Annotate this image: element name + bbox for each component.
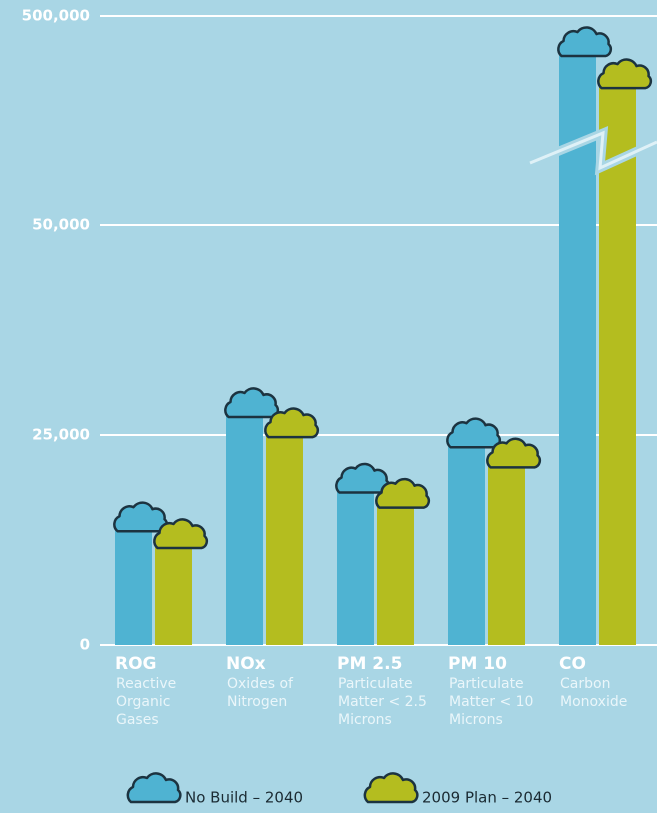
bar	[377, 499, 414, 645]
x-tick-label: NOx	[226, 654, 266, 674]
bar	[226, 408, 263, 645]
x-tick-label: PM 2.5	[337, 654, 402, 674]
cloud-icon	[224, 387, 280, 419]
x-tick-label: CO	[559, 654, 586, 674]
bar	[488, 459, 525, 645]
bar	[266, 429, 303, 645]
category-description: Oxides of	[227, 676, 294, 692]
x-tick-label: PM 10	[448, 654, 507, 674]
category-description: Matter < 2.5	[338, 694, 427, 710]
category-description: Monoxide	[560, 694, 627, 710]
category-description: Nitrogen	[227, 694, 287, 710]
cloud-icon	[113, 501, 169, 533]
category-description: Matter < 10	[449, 694, 533, 710]
cloud-icon	[264, 407, 320, 439]
bar	[448, 439, 485, 645]
category-description: Microns	[449, 712, 503, 728]
cloud-icon	[153, 518, 209, 550]
cloud-icon	[597, 58, 653, 90]
y-tick-label: 500,000	[22, 7, 90, 25]
axis-break	[529, 130, 657, 171]
category-description: Particulate	[338, 676, 413, 692]
cloud-icon	[557, 26, 613, 58]
category-description: Organic	[116, 694, 170, 710]
legend-label: No Build – 2040	[185, 789, 303, 807]
cloud-icon	[446, 417, 502, 449]
category-description: Particulate	[449, 676, 524, 692]
category-description: Microns	[338, 712, 392, 728]
legend-icon	[126, 772, 182, 804]
cloud-icon	[375, 477, 431, 509]
legend-label: 2009 Plan – 2040	[422, 789, 552, 807]
category-description: Gases	[116, 712, 159, 728]
x-tick-label: ROG	[115, 654, 157, 674]
bar	[599, 80, 636, 646]
y-tick-label: 0	[80, 636, 90, 654]
cloud-icon	[486, 437, 542, 469]
bar	[337, 484, 374, 645]
cloud-icon	[335, 462, 391, 494]
category-description: Reactive	[116, 676, 176, 692]
y-tick-label: 50,000	[32, 216, 90, 234]
y-tick-label: 25,000	[32, 426, 90, 444]
bar	[155, 540, 192, 645]
bar	[115, 523, 152, 645]
legend-icon	[363, 772, 419, 804]
category-description: Carbon	[560, 676, 610, 692]
